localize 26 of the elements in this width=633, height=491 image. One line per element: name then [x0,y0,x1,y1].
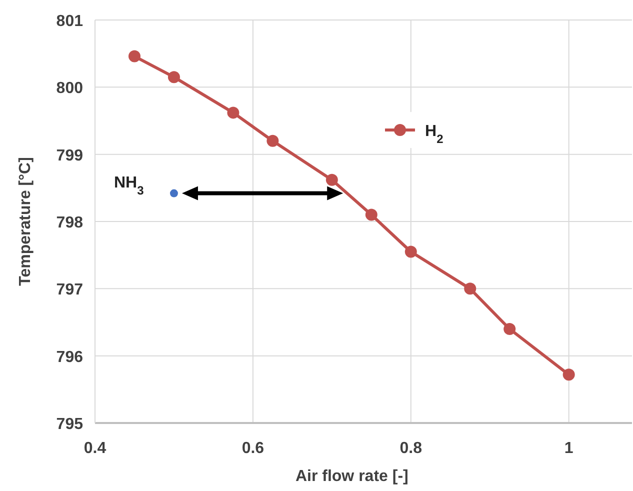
point [464,282,476,295]
y-tick-label: 795 [56,416,84,433]
x-tick-label: 0.4 [84,440,106,457]
y-tick-label: 797 [56,282,84,299]
x-tick-label: 0.6 [242,440,264,457]
x-tick-label: 1 [564,440,574,457]
point [365,208,378,221]
point [504,322,516,335]
point [266,134,279,147]
y-tick-label: 798 [56,214,84,232]
x-axis-title: Air flow rate [-] [295,468,408,485]
legend-label: H$_{2}$ [425,123,444,146]
point [227,106,240,119]
x-tick-label: 0.8 [400,440,422,457]
point [562,368,575,381]
point [326,174,338,186]
y-tick-label: 801 [56,13,84,30]
series-label: NH$_{3}$ [114,174,144,198]
point [404,246,417,258]
y-axis-title: Temperature [°C] [17,157,34,286]
y-tick-label: 796 [56,348,84,366]
point [170,189,178,198]
y-tick-label: 799 [56,147,84,164]
point [128,50,140,62]
y-tick-label: 800 [56,80,84,98]
point [168,71,180,84]
